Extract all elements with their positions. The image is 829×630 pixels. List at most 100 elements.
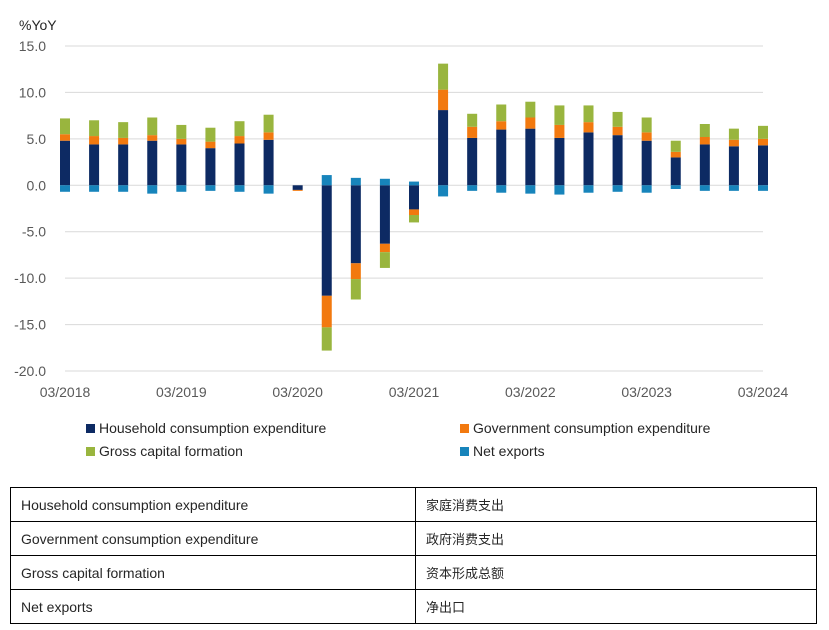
bar-segment xyxy=(379,185,390,244)
table-row: Gross capital formation 资本形成总额 xyxy=(10,555,817,590)
bar-segment xyxy=(321,185,332,296)
table-cell-zh: 政府消费支出 xyxy=(415,521,817,556)
bar-segment xyxy=(205,185,216,191)
y-tick-label: 5.0 xyxy=(27,131,47,147)
bar-segment xyxy=(728,146,739,186)
bar-segment xyxy=(379,178,390,186)
bar-segment xyxy=(699,124,710,137)
bar-segment xyxy=(234,143,245,186)
bar-segment xyxy=(525,185,536,194)
bar-segment xyxy=(699,185,710,191)
legend-label-government: Government consumption expenditure xyxy=(473,420,711,436)
bar-segment xyxy=(321,327,332,351)
bar-segment xyxy=(554,185,565,195)
bar-segment xyxy=(409,209,419,215)
bar-segment xyxy=(699,144,710,186)
y-tick-label: 0.0 xyxy=(27,177,47,193)
legend-item-household: Household consumption expenditure xyxy=(86,420,326,436)
table-cell-zh: 家庭消费支出 xyxy=(415,487,817,522)
y-tick-label: -5.0 xyxy=(22,224,46,240)
bar-segment xyxy=(292,189,303,191)
bar-segment xyxy=(263,185,274,194)
legend-swatch-government xyxy=(460,424,469,433)
bar-segment xyxy=(438,185,449,197)
bar-segment xyxy=(234,185,245,192)
bar-segment xyxy=(583,122,594,133)
bar-segment xyxy=(758,185,768,191)
bar-segment xyxy=(350,185,361,264)
bar-segment xyxy=(728,139,739,147)
bar-segment xyxy=(292,185,303,190)
bar-segment xyxy=(350,279,361,300)
bar-segment xyxy=(176,138,187,145)
table-row: Household consumption expenditure 家庭消费支出 xyxy=(10,487,817,522)
bar-segment xyxy=(350,263,361,280)
x-tick-label: 03/2023 xyxy=(621,384,672,400)
legend: Household consumption expenditure Govern… xyxy=(0,418,829,468)
bar-segment xyxy=(147,140,158,186)
bar-segment xyxy=(496,185,507,193)
bar-segment xyxy=(438,110,449,186)
bar-segment xyxy=(641,140,652,186)
table-cell-en: Government consumption expenditure xyxy=(10,521,416,556)
legend-item-gross-capital: Gross capital formation xyxy=(86,443,243,459)
bar-segment xyxy=(467,185,478,191)
legend-label-household: Household consumption expenditure xyxy=(99,420,327,436)
bar-segment xyxy=(496,129,507,186)
bar-segment xyxy=(554,105,565,125)
bar-segment xyxy=(176,185,187,192)
bar-segment xyxy=(438,63,449,90)
translation-table: Household consumption expenditure 家庭消费支出… xyxy=(10,487,817,624)
bar-segment xyxy=(176,124,187,139)
bar-segment xyxy=(612,135,623,186)
bar-segment xyxy=(321,175,332,186)
bar-segment xyxy=(728,128,739,140)
y-tick-label: -10.0 xyxy=(14,270,46,286)
legend-swatch-net-exports xyxy=(460,447,469,456)
bar-segment xyxy=(670,185,681,189)
table-cell-en: Household consumption expenditure xyxy=(10,487,416,522)
bar-segment xyxy=(641,117,652,133)
bar-segment xyxy=(118,122,129,138)
bar-segment xyxy=(89,120,100,137)
legend-swatch-household xyxy=(86,424,95,433)
bar-segment xyxy=(60,118,70,135)
table-cell-zh: 资本形成总额 xyxy=(415,555,817,590)
bar-segment xyxy=(758,145,768,186)
bar-segment xyxy=(467,126,478,138)
bar-segment xyxy=(612,185,623,192)
bar-segment xyxy=(263,132,274,140)
bar-segment xyxy=(89,185,100,192)
bar-segment xyxy=(612,111,623,127)
bar-segment xyxy=(263,114,274,133)
bar-segment xyxy=(496,104,507,122)
y-tick-label: -20.0 xyxy=(14,363,46,379)
y-tick-label: -15.0 xyxy=(14,317,46,333)
bar-segment xyxy=(525,117,536,129)
bar-segment xyxy=(438,89,449,111)
bar-segment xyxy=(118,185,129,192)
y-tick-label: 10.0 xyxy=(19,84,46,100)
bar-segment xyxy=(118,137,129,145)
bar-segment xyxy=(379,243,390,253)
bar-segment xyxy=(176,144,187,186)
x-tick-label: 03/2024 xyxy=(738,384,789,400)
bar-segment xyxy=(379,252,390,268)
bar-segment xyxy=(612,126,623,136)
bar-segment xyxy=(350,177,361,186)
bar-segment xyxy=(205,127,216,142)
bar-segment xyxy=(641,185,652,193)
legend-item-government: Government consumption expenditure xyxy=(460,420,710,436)
bar-segment xyxy=(147,117,158,136)
bar-segment xyxy=(321,295,332,328)
table-row: Net exports 净出口 xyxy=(10,589,817,624)
y-tick-labels: -20.0 -15.0 -10.0 -5.0 0.0 5.0 10.0 15.0 xyxy=(14,38,46,379)
bar-segment xyxy=(60,140,70,186)
x-tick-label: 03/2022 xyxy=(505,384,556,400)
x-tick-label: 03/2021 xyxy=(389,384,440,400)
bar-segment xyxy=(641,132,652,141)
bar-segment xyxy=(409,215,419,223)
x-tick-label: 03/2019 xyxy=(156,384,207,400)
bar-segment xyxy=(496,121,507,130)
bars xyxy=(60,63,768,351)
